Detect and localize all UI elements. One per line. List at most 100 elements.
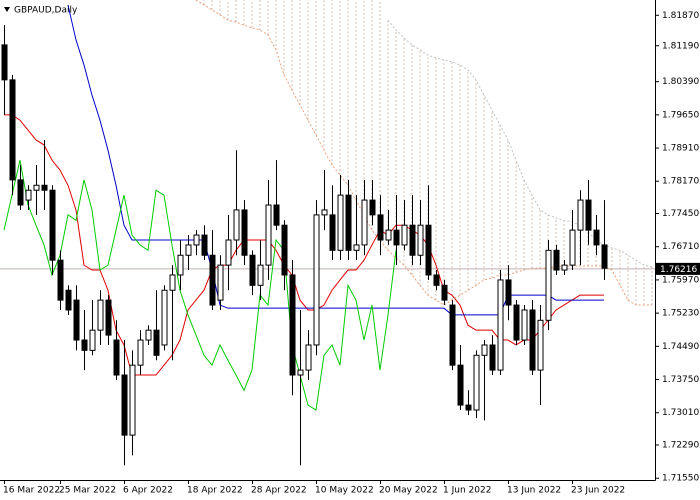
candle-body (329, 214, 336, 251)
candle-body (113, 339, 120, 376)
candle-body (73, 299, 80, 341)
candle-body (361, 199, 368, 246)
candle-body (225, 239, 232, 266)
candle-body (353, 244, 360, 251)
candle-body (369, 199, 376, 216)
y-tick-label: 1.73750 (662, 375, 699, 385)
y-tick-label: 1.74490 (662, 342, 699, 352)
candle-body (281, 224, 288, 276)
candle-body (1, 44, 8, 81)
candle-body (521, 309, 528, 341)
candle-body (585, 199, 592, 231)
candle-body (241, 209, 248, 256)
y-tick-label: 1.78170 (662, 177, 699, 187)
candle-body (121, 374, 128, 436)
y-tick-label: 1.78910 (662, 144, 699, 154)
candle-body (57, 259, 64, 301)
candle-body (545, 249, 552, 321)
candle-body (193, 234, 200, 246)
x-tick-label: 16 Mar 2022 (3, 486, 60, 496)
candle-body (601, 244, 608, 269)
candle-body (289, 274, 296, 376)
candle-body (185, 244, 192, 256)
candle-body (449, 304, 456, 366)
indicator-line (3, 160, 397, 411)
candle-body (201, 234, 208, 256)
candle-body (513, 304, 520, 341)
candle-body (473, 354, 480, 411)
candle-body (297, 369, 304, 376)
candle-body (265, 204, 272, 266)
candle-body (457, 364, 464, 406)
y-tick-label: 1.75970 (662, 275, 699, 285)
candle-body (441, 284, 448, 301)
candle-body (505, 279, 512, 306)
x-tick-label: 23 Jun 2022 (571, 486, 625, 496)
candle-body (393, 229, 400, 246)
y-tick-label: 1.71550 (662, 474, 699, 484)
candle-body (145, 329, 152, 341)
candle-body (489, 344, 496, 371)
candle-body (81, 339, 88, 351)
candle-body (337, 194, 344, 251)
candle-body (377, 214, 384, 241)
candle-body (537, 319, 544, 371)
candle-body (409, 224, 416, 256)
y-tick-label: 1.77450 (662, 209, 699, 219)
candle-body (465, 404, 472, 411)
candle-body (417, 224, 424, 256)
indicator-line (67, 4, 604, 316)
candle-body (481, 344, 488, 356)
candle-body (313, 214, 320, 346)
candle-body (345, 194, 352, 251)
candle-body (257, 264, 264, 286)
candle-body (401, 224, 408, 246)
x-tick-label: 20 May 2022 (379, 486, 438, 496)
candle-body (17, 179, 24, 206)
candle-body (385, 229, 392, 241)
candle-body (321, 209, 328, 216)
candle-body (169, 274, 176, 291)
candle-body (97, 299, 104, 331)
candle-body (129, 364, 136, 436)
y-tick-label: 1.72290 (662, 441, 699, 451)
candle-body (425, 224, 432, 276)
x-tick-label: 28 Apr 2022 (251, 486, 307, 496)
candle-body (561, 264, 568, 271)
candle-body (161, 289, 168, 346)
candle-body (25, 189, 32, 201)
candle-body (529, 309, 536, 371)
candle-body (593, 229, 600, 246)
x-tick-label: 13 Jun 2022 (507, 486, 561, 496)
x-tick-label: 1 Jun 2022 (443, 486, 491, 496)
candle-body (153, 329, 160, 356)
chart-title: GBPAUD,Daily (14, 6, 78, 16)
candle-body (41, 184, 48, 191)
last-price-box (656, 262, 700, 275)
candle-body (497, 279, 504, 371)
menu-icon[interactable] (4, 7, 10, 12)
x-tick-label: 10 May 2022 (315, 486, 374, 496)
x-tick-label: 25 Mar 2022 (59, 486, 116, 496)
y-tick-label: 1.73010 (662, 408, 699, 418)
candle-body (105, 299, 112, 336)
candle-body (89, 329, 96, 351)
indicator-line (195, 0, 652, 306)
candle-body (65, 289, 72, 311)
indicator-line (387, 19, 653, 268)
candle-body (569, 229, 576, 266)
y-tick-label: 1.76710 (662, 242, 699, 252)
candle-body (249, 254, 256, 286)
last-price-label: 1.76216 (660, 265, 697, 275)
x-tick-label: 18 Apr 2022 (187, 486, 243, 496)
y-tick-label: 1.81190 (662, 41, 699, 51)
y-tick-label: 1.79650 (662, 110, 699, 120)
candle-body (177, 254, 184, 276)
candle-body (137, 339, 144, 366)
y-tick-label: 1.80390 (662, 77, 699, 87)
y-tick-label: 1.75230 (662, 309, 699, 319)
y-tick-label: 1.81870 (662, 11, 699, 21)
candle-body (49, 189, 56, 261)
